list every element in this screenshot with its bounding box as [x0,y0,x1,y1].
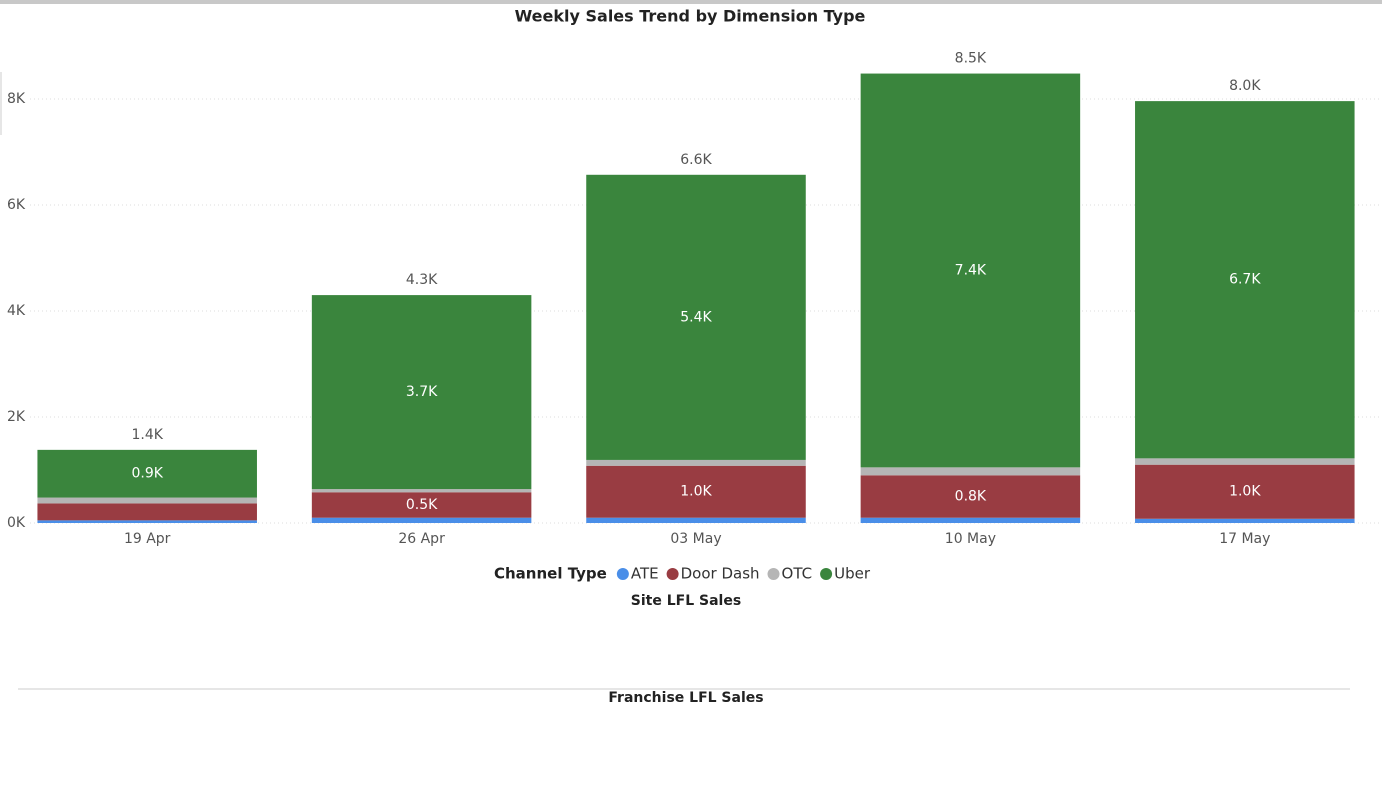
legend-marker [767,568,780,580]
bar-segment [1135,518,1355,523]
legend-marker [616,568,629,580]
legend-label: OTC [782,565,813,583]
bar-segment [311,295,532,490]
total-label: 8.0K [1229,78,1261,94]
legend-label: ATE [631,565,659,583]
chart-title: Weekly Sales Trend by Dimension Type [515,7,866,26]
legend-marker [666,568,679,580]
legend-title: Channel Type [494,565,607,583]
y-tick-label: 8K [7,91,26,107]
section-title: Site LFL Sales [631,593,741,609]
x-tick-label: 26 Apr [398,531,445,547]
legend-label: Door Dash [681,565,760,583]
data-label: 7.4K [955,262,987,278]
bar-segment [1135,101,1355,459]
x-tick-label: 03 May [670,531,721,547]
bar-segment [311,492,532,518]
data-label: 3.7K [406,384,438,400]
y-tick-label: 4K [7,303,26,319]
y-tick-label: 2K [7,409,26,425]
total-label: 6.6K [680,152,712,168]
bar-segment [1135,464,1355,519]
bar-segment [1135,458,1355,465]
data-label: 6.7K [1229,272,1261,288]
data-label: 1.0K [1229,484,1261,500]
data-label: 0.5K [406,497,438,513]
bar-segment [860,467,1081,476]
bar-segment [586,517,806,523]
section-title: Franchise LFL Sales [608,690,763,706]
data-label: 5.4K [680,309,712,325]
legend-marker [820,568,833,580]
total-label: 8.5K [955,51,987,67]
x-tick-label: 19 Apr [124,531,171,547]
bar-segment [586,174,806,460]
bar-segment [586,465,806,518]
data-label: 0.8K [955,489,987,505]
bar-segment [37,449,257,498]
x-tick-label: 10 May [945,531,996,547]
y-tick-label: 0K [7,515,26,531]
bar-segment [586,459,806,466]
bar-segment [311,489,532,493]
bar-segment [860,73,1081,468]
bar-segment [860,517,1081,523]
bar-segment [37,497,257,504]
bar-segment [37,503,257,521]
total-label: 4.3K [406,272,438,288]
top-border [0,0,1382,4]
data-label: 0.9K [131,466,163,482]
y-tick-label: 6K [7,197,26,213]
data-label: 1.0K [680,484,712,500]
bar-segment [37,520,257,523]
x-tick-label: 17 May [1219,531,1270,547]
bar-segment [860,475,1081,518]
bar-segment [311,517,532,523]
total-label: 1.4K [131,427,163,443]
legend-label: Uber [834,565,871,583]
